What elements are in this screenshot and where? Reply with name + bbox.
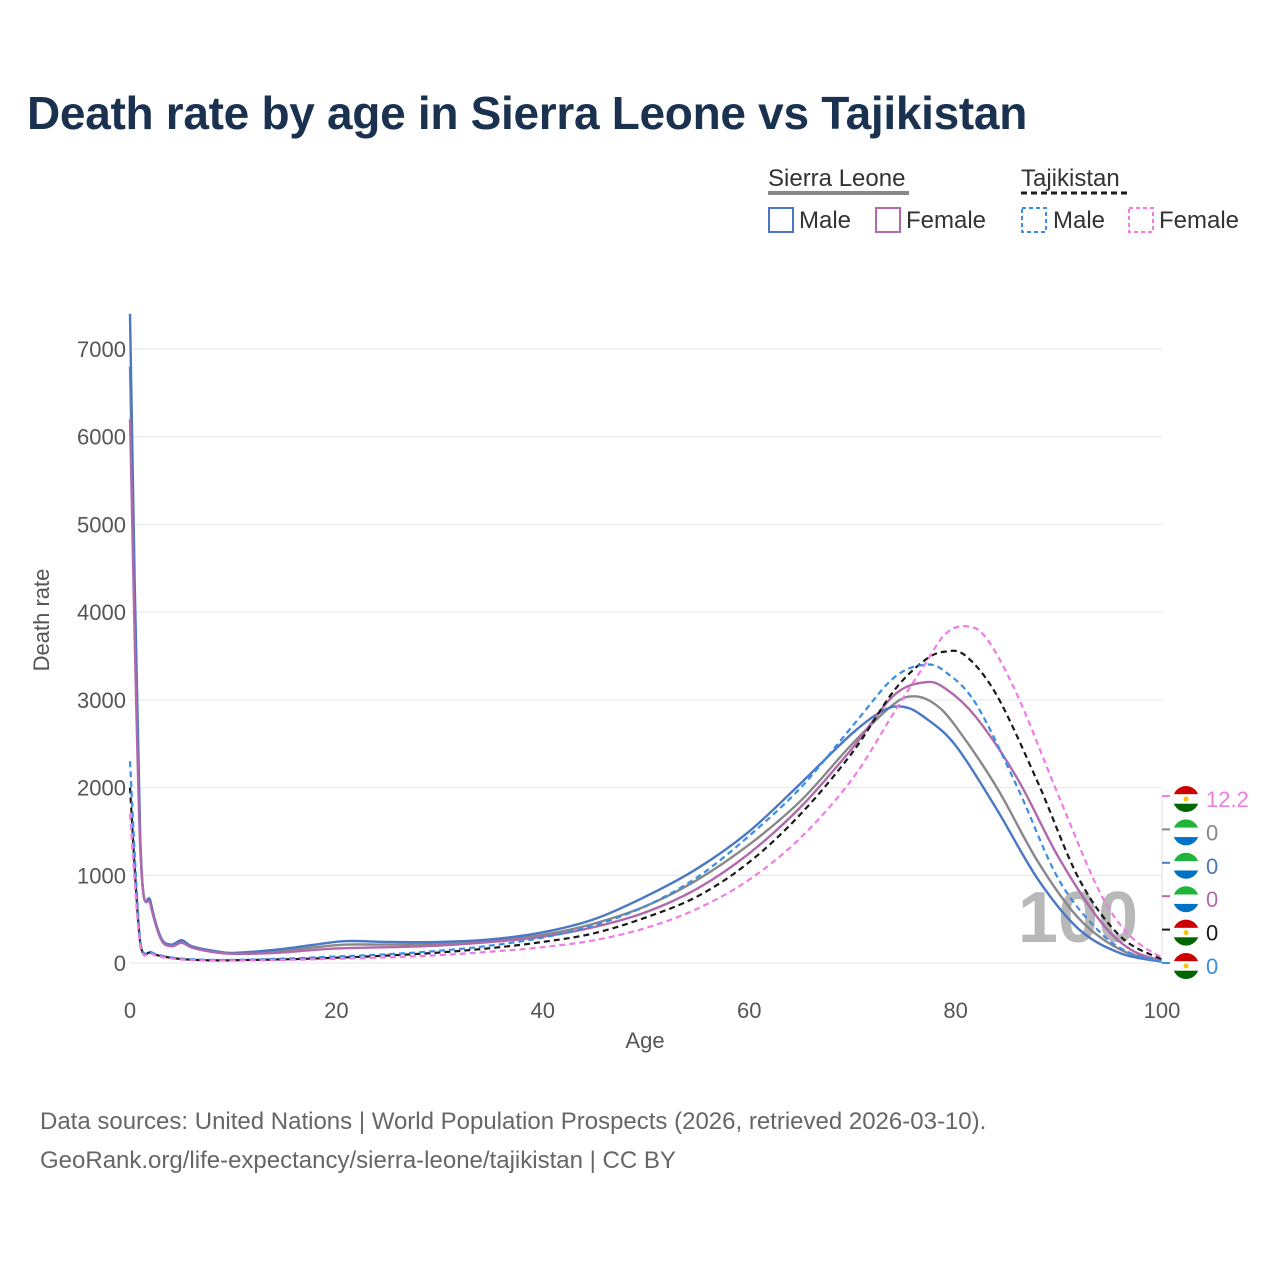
series-line-sl-male[interactable] bbox=[128, 313, 1163, 963]
series-line-tj-total[interactable] bbox=[128, 649, 1163, 962]
legend-tj-female-label[interactable]: Female bbox=[1159, 207, 1239, 234]
tajikistan-flag-icon bbox=[1173, 953, 1199, 979]
y-tick-label: 2000 bbox=[77, 776, 126, 801]
x-axis-label: Age bbox=[625, 1028, 664, 1053]
gridlines bbox=[130, 348, 1162, 964]
sierra-leone-flag-icon bbox=[1173, 886, 1199, 913]
end-labels: 12.2 0 0 0 0 0 bbox=[1161, 786, 1249, 979]
legend-sl-female-label[interactable]: Female bbox=[906, 207, 986, 234]
y-tick-label: 3000 bbox=[77, 688, 126, 713]
legend-tj-female-swatch[interactable] bbox=[1128, 207, 1154, 233]
y-axis-label: Death rate bbox=[29, 569, 54, 672]
x-tick-label: 100 bbox=[1144, 998, 1181, 1023]
y-axis-ticks: 0 1000 2000 3000 4000 5000 6000 7000 bbox=[77, 337, 126, 976]
x-axis-ticks: 0 20 40 60 80 100 bbox=[124, 998, 1180, 1023]
tajikistan-flag-icon bbox=[1173, 786, 1199, 812]
sierra-leone-flag-icon bbox=[1173, 819, 1199, 846]
legend-sl-male-swatch[interactable] bbox=[768, 207, 794, 233]
x-tick-label: 20 bbox=[324, 998, 348, 1023]
x-tick-label: 80 bbox=[943, 998, 967, 1023]
legend-sl-male-label[interactable]: Male bbox=[799, 207, 851, 234]
chart-title: Death rate by age in Sierra Leone vs Taj… bbox=[27, 87, 1027, 139]
y-tick-label: 6000 bbox=[77, 425, 126, 450]
x-tick-label: 0 bbox=[124, 998, 136, 1023]
series-line-sl-total[interactable] bbox=[128, 366, 1163, 963]
source-line-2: GeoRank.org/life-expectancy/sierra-leone… bbox=[40, 1147, 676, 1174]
y-tick-label: 4000 bbox=[77, 600, 126, 625]
end-label-value: 0 bbox=[1206, 820, 1218, 845]
series-line-tj-female[interactable] bbox=[128, 624, 1163, 962]
y-tick-label: 0 bbox=[114, 951, 126, 976]
y-tick-label: 7000 bbox=[77, 337, 126, 362]
legend-tajikistan-title: Tajikistan bbox=[1021, 165, 1120, 192]
legend-sl-female-swatch[interactable] bbox=[875, 207, 901, 233]
end-label-value: 0 bbox=[1206, 887, 1218, 912]
sierra-leone-flag-icon bbox=[1173, 852, 1199, 879]
x-tick-label: 60 bbox=[737, 998, 761, 1023]
tajikistan-flag-icon bbox=[1173, 919, 1199, 946]
series-lines bbox=[128, 313, 1163, 963]
legend: Sierra Leone Male Female Tajikistan Male… bbox=[768, 165, 1239, 234]
legend-tj-male-swatch[interactable] bbox=[1021, 207, 1047, 233]
y-tick-label: 1000 bbox=[77, 863, 126, 888]
source-line-1: Data sources: United Nations | World Pop… bbox=[40, 1108, 987, 1135]
end-label-value: 12.2 bbox=[1206, 787, 1249, 812]
y-tick-label: 5000 bbox=[77, 512, 126, 537]
legend-tj-male-label[interactable]: Male bbox=[1053, 207, 1105, 234]
end-label-value: 0 bbox=[1206, 854, 1218, 879]
series-line-sl-female[interactable] bbox=[128, 419, 1163, 962]
x-tick-label: 40 bbox=[531, 998, 555, 1023]
end-label-value: 0 bbox=[1206, 921, 1218, 946]
legend-sierra-leone-title: Sierra Leone bbox=[768, 165, 905, 192]
end-label-value: 0 bbox=[1206, 954, 1218, 979]
